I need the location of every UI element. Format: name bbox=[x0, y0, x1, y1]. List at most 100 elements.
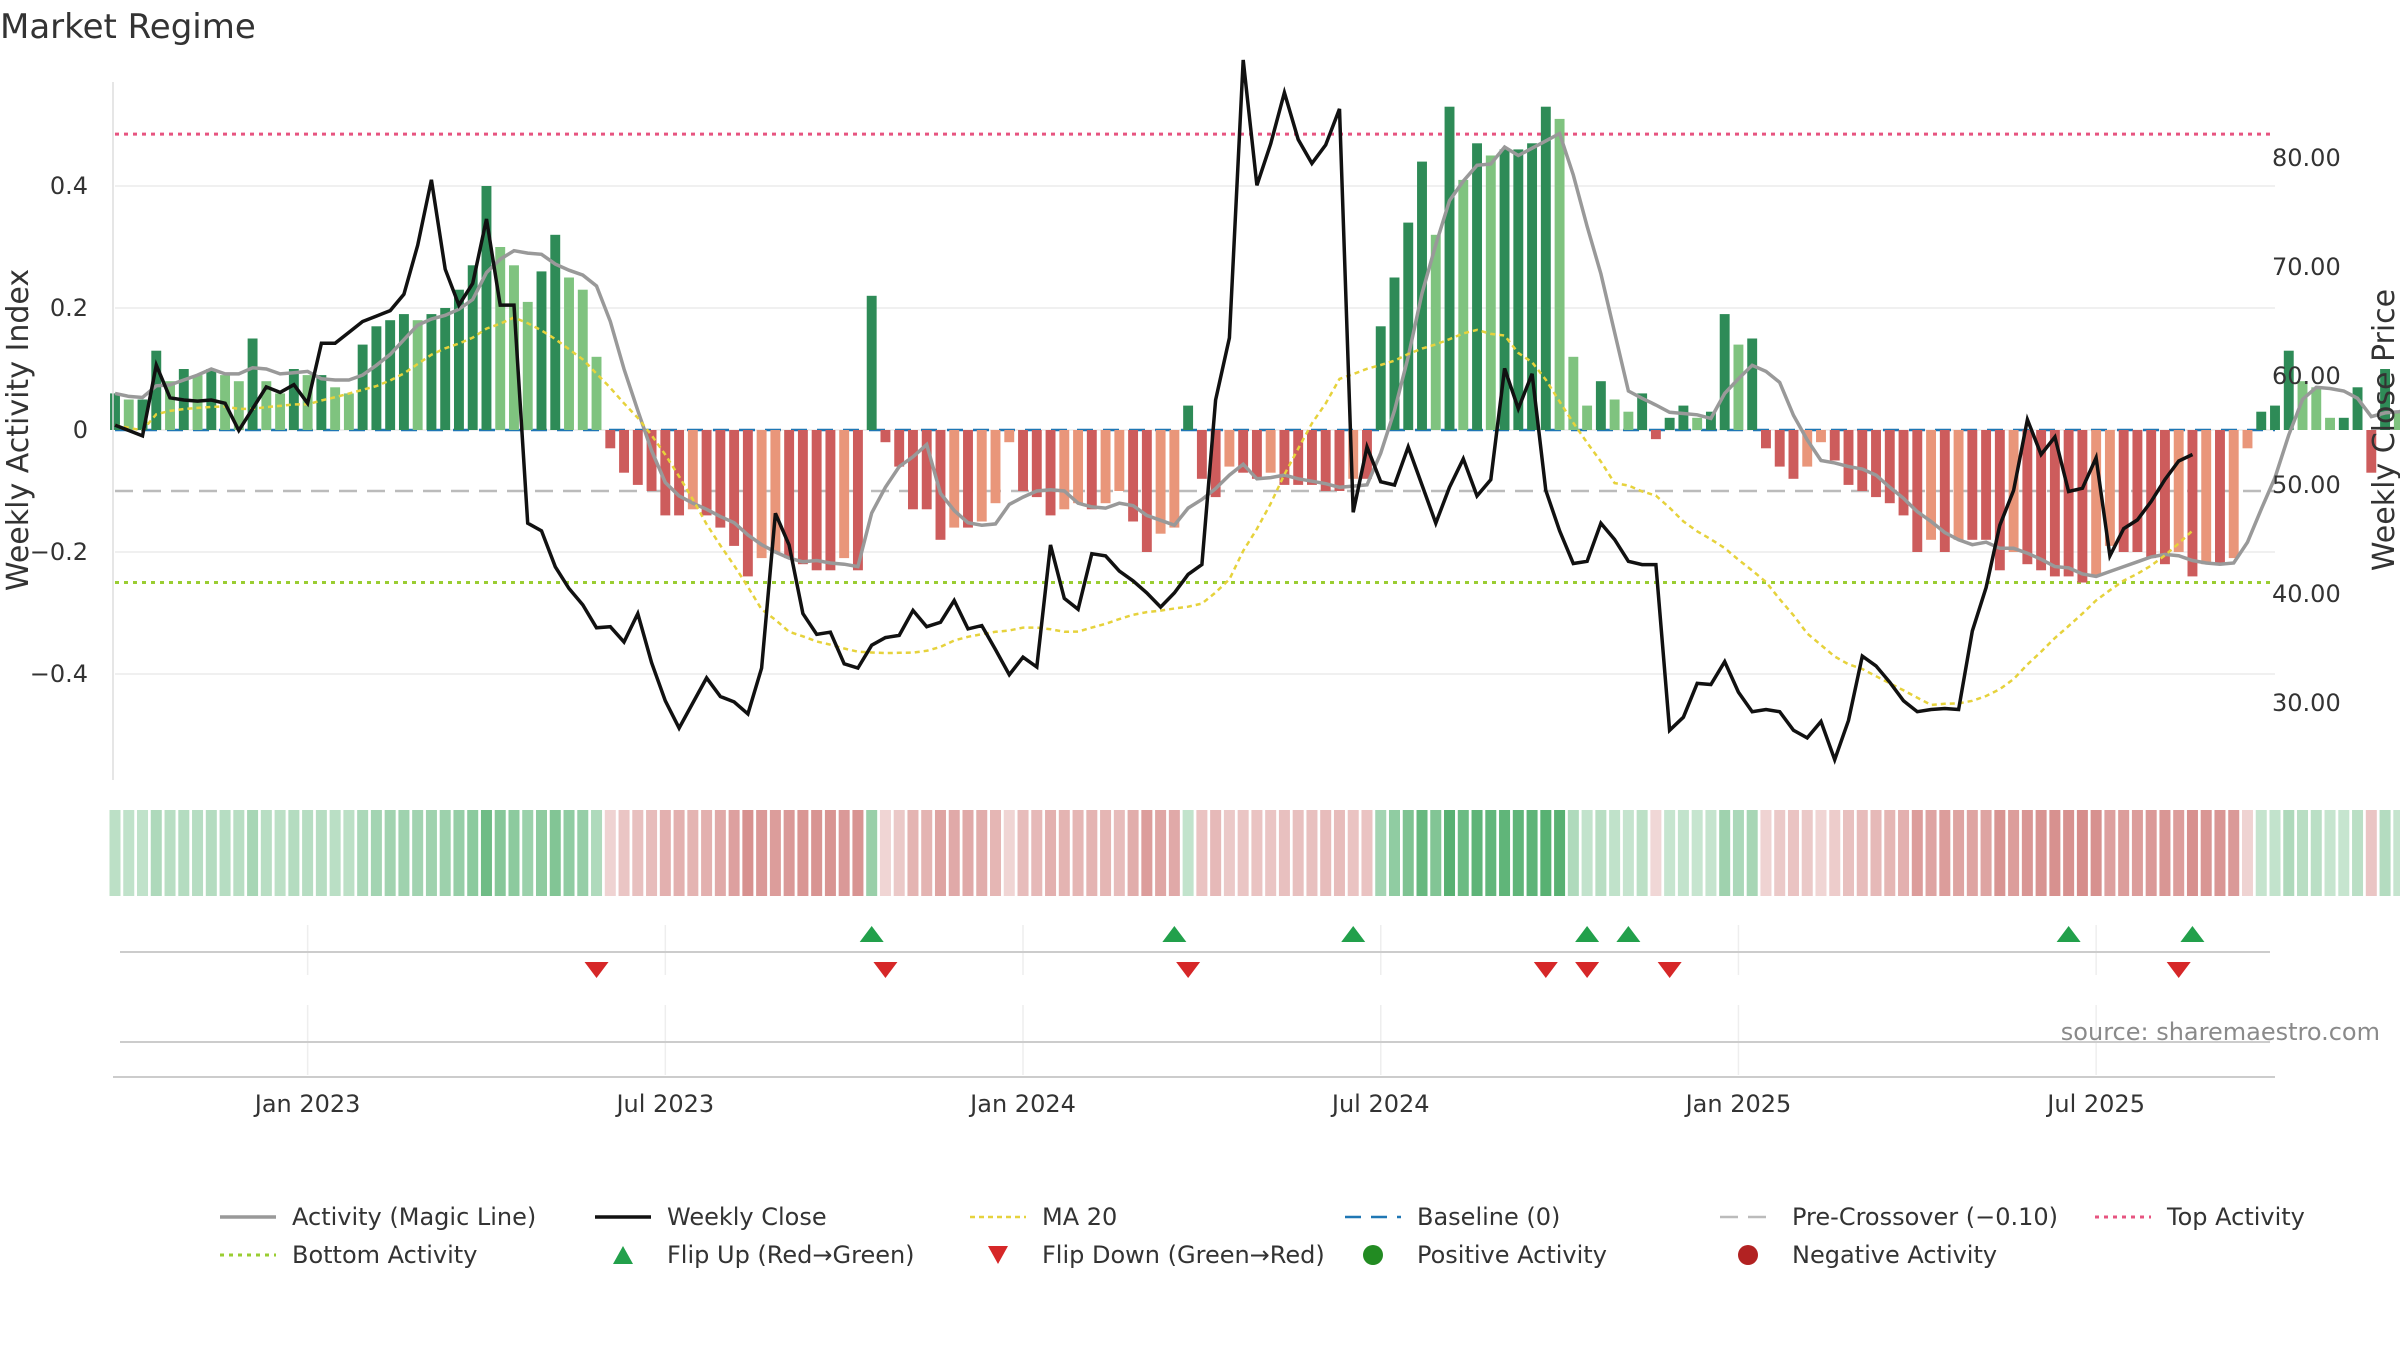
heat-cell bbox=[934, 810, 946, 896]
heat-cell bbox=[233, 810, 245, 896]
heat-cell bbox=[1100, 810, 1112, 896]
activity-bar bbox=[1334, 430, 1345, 491]
activity-bar bbox=[1843, 430, 1854, 485]
activity-bar bbox=[1265, 430, 1276, 473]
heat-cell bbox=[1320, 810, 1332, 896]
flip-down-marker bbox=[584, 962, 609, 978]
heat-cell bbox=[1939, 810, 1951, 896]
heat-cell bbox=[2021, 810, 2033, 896]
heat-cell bbox=[1444, 810, 1456, 896]
activity-bar bbox=[1816, 430, 1826, 443]
legend-label: Baseline (0) bbox=[1417, 1203, 1560, 1231]
heat-cell bbox=[714, 810, 726, 896]
activity-bar bbox=[1857, 430, 1868, 491]
activity-bar bbox=[1059, 430, 1070, 510]
legend-label: Activity (Magic Line) bbox=[292, 1203, 536, 1231]
heat-cell bbox=[315, 810, 327, 896]
heat-cell bbox=[219, 810, 231, 896]
activity-bar bbox=[440, 308, 451, 430]
legend-item-close: Weekly Close bbox=[595, 1203, 827, 1231]
heat-cell bbox=[260, 810, 272, 896]
flip-down-marker bbox=[1176, 962, 1201, 978]
activity-bar bbox=[2215, 430, 2225, 565]
heat-cell bbox=[2159, 810, 2171, 896]
heat-cell bbox=[852, 810, 864, 896]
legend-label: Top Activity bbox=[2166, 1203, 2305, 1231]
activity-bar bbox=[715, 430, 726, 528]
activity-bar bbox=[123, 399, 134, 430]
heat-cell bbox=[2090, 810, 2102, 896]
heat-cell bbox=[288, 810, 300, 896]
heat-cell bbox=[1155, 810, 1167, 896]
x-tick-label: Jan 2024 bbox=[968, 1090, 1076, 1118]
heat-cell bbox=[329, 810, 341, 896]
activity-bar bbox=[2146, 430, 2157, 559]
heat-cell bbox=[1347, 810, 1359, 896]
activity-bar bbox=[1224, 430, 1235, 467]
activity-bar bbox=[1430, 234, 1441, 430]
activity-bar bbox=[1004, 430, 1015, 443]
heat-cell bbox=[2228, 810, 2240, 896]
heat-cell bbox=[1430, 810, 1442, 896]
heat-cell bbox=[1622, 810, 1634, 896]
heat-cell bbox=[2145, 810, 2157, 896]
heat-cell bbox=[192, 810, 204, 896]
x-tick-label: Jan 2025 bbox=[1684, 1090, 1792, 1118]
heat-cell bbox=[1664, 810, 1676, 896]
heat-cell bbox=[247, 810, 259, 896]
legend-item-flipdown: Flip Down (Green→Red) bbox=[988, 1241, 1325, 1269]
heat-cell bbox=[591, 810, 603, 896]
activity-bar bbox=[1747, 338, 1758, 430]
heat-cell bbox=[453, 810, 465, 896]
heat-cell bbox=[563, 810, 575, 896]
flip-markers-panel bbox=[120, 925, 2270, 1075]
flip-up-marker bbox=[1575, 926, 1600, 942]
activity-bar bbox=[1788, 430, 1799, 479]
activity-bar bbox=[412, 320, 423, 430]
heat-cell bbox=[1774, 810, 1786, 896]
y-right-tick-label: 40.00 bbox=[2272, 580, 2341, 608]
heat-cell bbox=[879, 810, 891, 896]
heat-cell bbox=[205, 810, 217, 896]
activity-bar bbox=[495, 247, 506, 430]
heat-cell bbox=[1705, 810, 1717, 896]
activity-bar bbox=[646, 430, 657, 491]
heat-cell bbox=[2200, 810, 2212, 896]
activity-bar bbox=[935, 430, 946, 540]
activity-bar bbox=[2077, 430, 2088, 583]
activity-bar bbox=[1664, 417, 1675, 430]
heat-cell bbox=[2049, 810, 2061, 896]
activity-bar bbox=[1073, 430, 1084, 504]
activity-bar bbox=[1279, 430, 1290, 485]
legend-item-flipup: Flip Up (Red→Green) bbox=[613, 1241, 915, 1269]
heat-cell bbox=[1980, 810, 1992, 896]
heat-cell bbox=[1953, 810, 1965, 896]
activity-bar bbox=[1293, 430, 1304, 485]
activity-bar bbox=[233, 381, 244, 430]
heat-cell bbox=[742, 810, 754, 896]
y-left-tick-label: 0.4 bbox=[50, 172, 88, 200]
reference-lines bbox=[115, 132, 2275, 584]
heat-cell bbox=[494, 810, 506, 896]
heat-cell bbox=[150, 810, 162, 896]
activity-bar bbox=[1871, 430, 1881, 498]
heat-cell bbox=[769, 810, 781, 896]
heat-cell bbox=[2255, 810, 2267, 896]
flip-down-marker bbox=[1657, 962, 1682, 978]
magic-line bbox=[114, 130, 2400, 579]
activity-bar bbox=[522, 301, 533, 430]
activity-bar bbox=[1183, 405, 1194, 430]
flip-down-marker bbox=[2166, 962, 2191, 978]
activity-bar bbox=[110, 393, 120, 430]
heat-cell bbox=[1691, 810, 1703, 896]
heat-cell bbox=[1361, 810, 1373, 896]
heat-cell bbox=[1884, 810, 1896, 896]
activity-bar bbox=[701, 430, 712, 516]
heat-cell bbox=[2241, 810, 2253, 896]
activity-bar bbox=[2338, 417, 2349, 430]
heat-cell bbox=[425, 810, 437, 896]
legend-label: Weekly Close bbox=[667, 1203, 827, 1231]
legend-label: Negative Activity bbox=[1792, 1241, 1997, 1269]
activity-bar bbox=[426, 314, 437, 430]
heat-cell bbox=[1499, 810, 1511, 896]
